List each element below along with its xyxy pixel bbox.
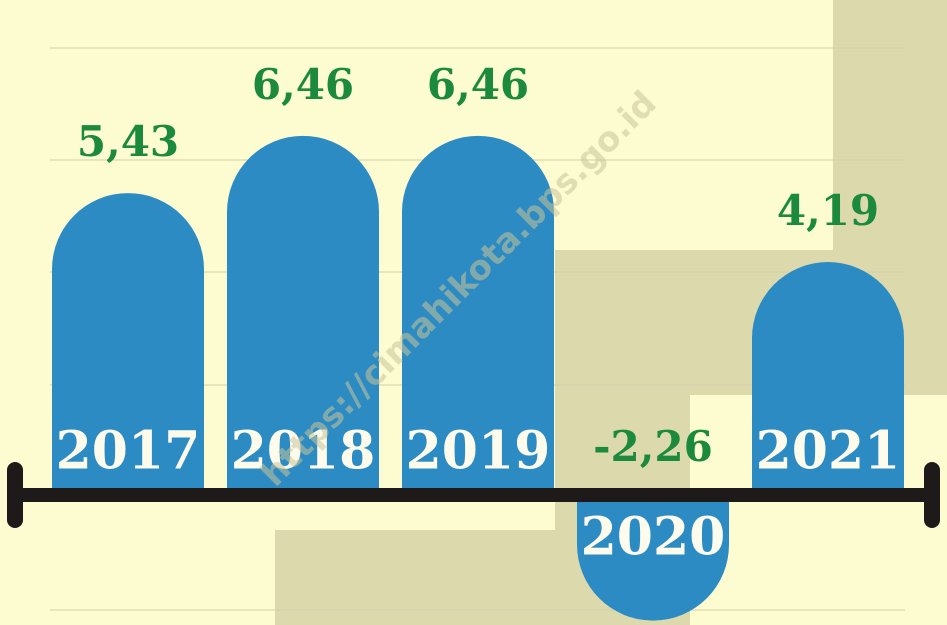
axis-cap [924, 462, 940, 528]
bar [227, 135, 379, 495]
axis-line [15, 488, 932, 502]
value-label: 6,46 [427, 60, 529, 109]
bars [52, 135, 904, 621]
value-label: -2,26 [593, 422, 713, 471]
category-label: 2017 [56, 421, 201, 482]
value-label: 4,19 [777, 186, 879, 235]
category-label: 2020 [581, 507, 726, 568]
labels: 5,43 2017 6,46 2018 6,46 2019 -2,26 2020 4,19 202… [56, 60, 901, 568]
value-label: 5,43 [77, 117, 179, 166]
category-label: 2021 [756, 421, 901, 482]
axis-cap [7, 462, 23, 528]
bar [752, 262, 904, 495]
bar [577, 495, 729, 621]
bar [52, 193, 204, 495]
value-label: 6,46 [252, 60, 354, 109]
bar [402, 135, 554, 495]
axis [7, 462, 940, 528]
category-label: 2018 [231, 421, 376, 482]
category-label: 2019 [406, 421, 551, 482]
